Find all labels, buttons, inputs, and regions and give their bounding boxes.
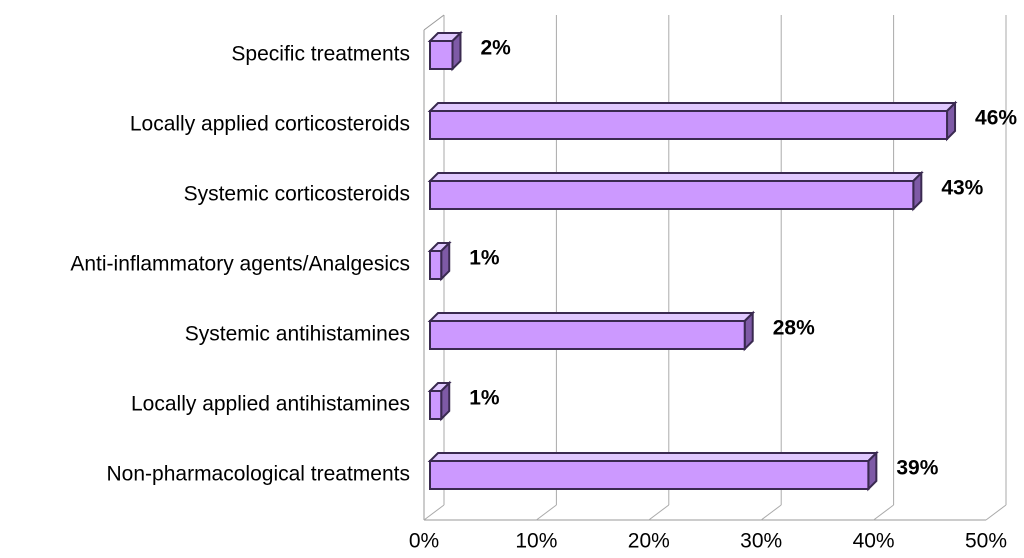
bar	[427, 380, 452, 422]
x-tick-label: 30%	[740, 530, 782, 553]
axis-wall	[423, 14, 445, 31]
y-tick-label: Non-pharmacological treatments	[107, 463, 410, 486]
bar-front	[429, 390, 443, 420]
value-label: 2%	[480, 37, 511, 60]
bar	[427, 100, 958, 142]
bar-front	[429, 110, 949, 140]
value-label: 46%	[975, 107, 1017, 130]
x-tick-label: 20%	[628, 530, 670, 553]
y-tick-label: Locally applied antihistamines	[131, 393, 410, 416]
bar-side	[912, 170, 923, 212]
bar-front	[429, 40, 454, 70]
value-label: 1%	[469, 247, 500, 270]
x-tick-label: 10%	[515, 530, 557, 553]
x-tick-label: 0%	[409, 530, 439, 553]
grid-line	[423, 504, 445, 521]
bar	[427, 30, 463, 72]
x-tick-label: 50%	[965, 530, 1007, 553]
bar-side	[867, 450, 878, 492]
bar	[427, 170, 924, 212]
bar-top	[427, 312, 756, 322]
bar-front	[429, 180, 915, 210]
bar-side	[451, 30, 462, 72]
grid-line	[873, 504, 894, 521]
y-tick-label: Anti-inflammatory agents/Analgesics	[70, 253, 410, 276]
bar-top	[427, 172, 924, 182]
bar-front	[429, 250, 443, 280]
y-tick-label: Systemic antihistamines	[185, 323, 410, 346]
grid-line	[536, 504, 557, 521]
bar	[427, 310, 756, 352]
value-label: 28%	[773, 317, 815, 340]
y-tick-label: Specific treatments	[231, 43, 410, 66]
bar-front	[429, 460, 870, 490]
value-label: 43%	[941, 177, 983, 200]
value-label: 1%	[469, 387, 500, 410]
bar-side	[743, 310, 754, 352]
grid-line	[985, 504, 1007, 521]
y-tick-label: Locally applied corticosteroids	[130, 113, 410, 136]
x-tick-label: 40%	[853, 530, 895, 553]
bar-top	[427, 102, 958, 112]
grid-line	[760, 504, 782, 521]
bar-side	[440, 380, 451, 422]
value-label: 39%	[896, 457, 938, 480]
bar-side	[440, 240, 451, 282]
bar	[427, 240, 452, 282]
y-tick-label: Systemic corticosteroids	[184, 183, 410, 206]
bar-side	[946, 100, 957, 142]
grid-line	[648, 504, 670, 521]
bar	[427, 450, 879, 492]
bar-front	[429, 320, 746, 350]
bar-top	[427, 452, 879, 462]
